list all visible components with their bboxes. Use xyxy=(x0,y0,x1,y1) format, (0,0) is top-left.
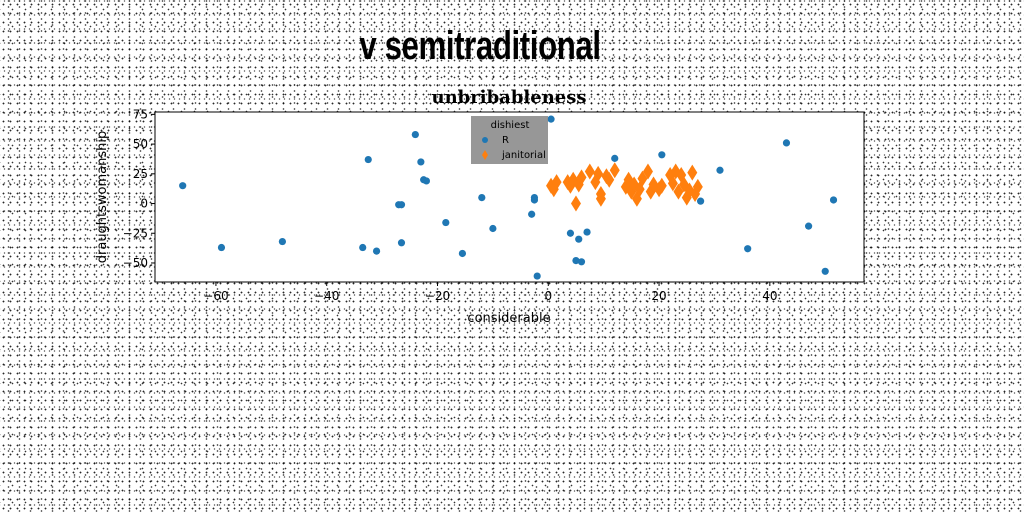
data-point-r xyxy=(547,115,555,123)
data-point-r xyxy=(566,229,575,237)
y-tick-label: −25 xyxy=(123,226,148,240)
y-tick-label: −50 xyxy=(123,256,148,270)
data-point-r xyxy=(372,247,381,255)
y-tick-label: 50 xyxy=(133,137,148,151)
data-point-r xyxy=(716,166,724,174)
y-tick-label: 0 xyxy=(140,197,148,211)
data-point-r xyxy=(411,130,419,139)
data-point-janitorial xyxy=(593,165,604,182)
data-point-r xyxy=(583,228,591,236)
data-point-r xyxy=(422,177,431,185)
data-point-r xyxy=(458,249,467,258)
data-point-r xyxy=(744,245,752,253)
data-point-r xyxy=(572,257,580,265)
data-point-janitorial xyxy=(656,177,667,194)
plot-frame xyxy=(154,111,865,283)
legend-title: dishiest xyxy=(491,120,530,131)
data-point-janitorial xyxy=(551,174,562,191)
data-point-r xyxy=(217,243,226,252)
figure-super-title: v semitraditional xyxy=(359,24,601,68)
data-point-janitorial xyxy=(576,169,587,186)
x-tick-label: −40 xyxy=(314,289,339,303)
y-axis-label: draughtswomanship xyxy=(95,131,110,264)
data-point-r xyxy=(359,243,367,252)
axis-ticks: −60 −40 −20 0 20 40 −50 −25 0 25 50 75 xyxy=(123,107,778,303)
data-point-r xyxy=(364,155,372,164)
legend-marker-r xyxy=(482,137,488,143)
x-tick-label: −20 xyxy=(425,289,450,303)
legend-marker-janitorial xyxy=(482,150,488,160)
data-point-janitorial xyxy=(642,163,653,180)
data-point-r xyxy=(530,193,539,202)
data-point-r xyxy=(696,197,705,205)
data-point-janitorial xyxy=(687,164,698,181)
x-tick-label: 0 xyxy=(544,289,552,303)
data-point-r xyxy=(179,182,187,190)
legend: dishiest R janitorial xyxy=(471,116,548,164)
data-point-r xyxy=(821,267,829,275)
data-point-janitorial xyxy=(609,162,620,179)
data-point-r xyxy=(489,224,497,233)
data-point-r xyxy=(611,154,619,162)
data-points-layer xyxy=(179,115,838,280)
x-tick-label: 40 xyxy=(762,289,777,303)
chart-title: unbribableness xyxy=(431,87,586,108)
data-point-janitorial xyxy=(604,171,615,188)
data-point-janitorial xyxy=(692,178,703,195)
data-point-r xyxy=(782,139,791,147)
data-point-janitorial xyxy=(667,175,678,192)
data-point-janitorial xyxy=(584,163,595,180)
data-point-r xyxy=(397,201,406,209)
data-point-r xyxy=(397,239,406,247)
data-point-r xyxy=(478,193,486,202)
data-point-r xyxy=(278,237,286,246)
x-tick-label: 20 xyxy=(651,289,666,303)
data-point-janitorial xyxy=(570,195,581,212)
legend-label-janitorial: janitorial xyxy=(501,150,546,161)
x-axis-label: considerable xyxy=(467,311,550,326)
data-point-r xyxy=(658,151,666,159)
data-point-r xyxy=(528,210,536,218)
data-point-r xyxy=(577,258,586,266)
data-point-r xyxy=(417,158,425,166)
y-tick-label: 75 xyxy=(133,107,148,121)
data-point-r xyxy=(575,235,583,243)
data-point-r xyxy=(533,272,541,280)
y-tick-label: 25 xyxy=(133,167,148,181)
legend-label-r: R xyxy=(502,135,509,146)
data-point-r xyxy=(442,218,450,227)
x-tick-label: −60 xyxy=(203,289,228,303)
data-point-janitorial xyxy=(595,186,606,203)
data-point-r xyxy=(805,222,813,230)
data-point-r xyxy=(829,196,838,204)
